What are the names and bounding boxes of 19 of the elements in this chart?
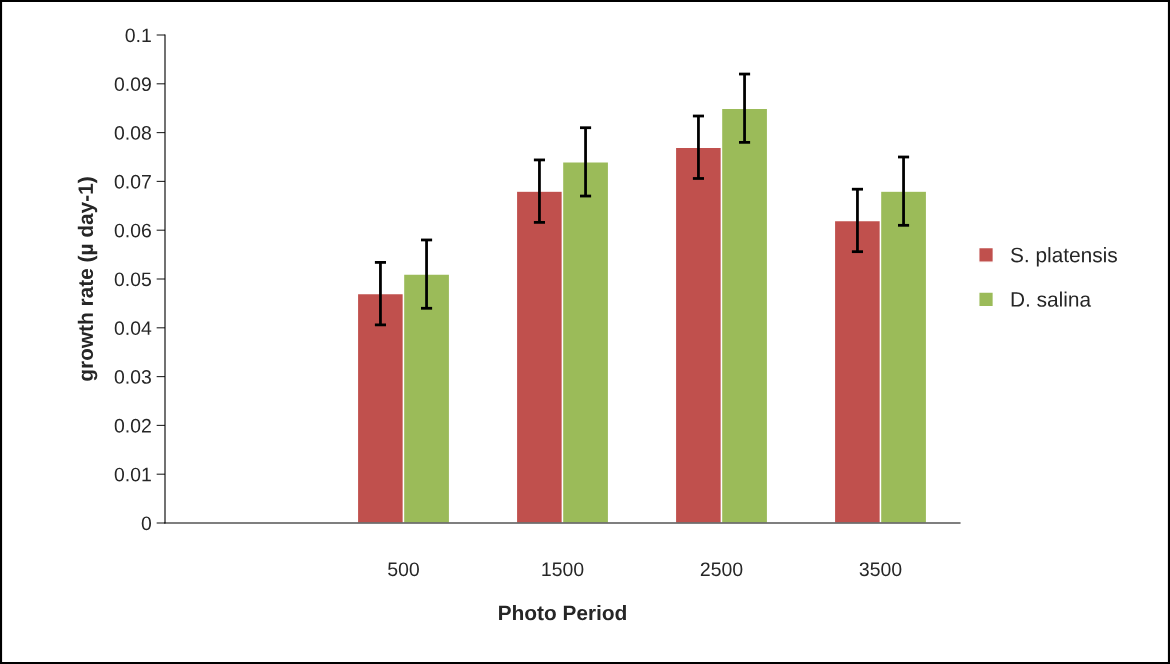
x-axis-title: Photo Period bbox=[499, 605, 626, 621]
x-tick-label: 500 bbox=[388, 562, 419, 577]
x-tick-label: 3500 bbox=[859, 562, 902, 577]
legend-label: D. salina bbox=[1011, 291, 1092, 307]
y-tick-label: 0.08 bbox=[114, 126, 151, 140]
y-tick-label: 0.01 bbox=[114, 467, 151, 482]
y-tick-label: 0.09 bbox=[114, 77, 151, 92]
y-tick-label: 0.06 bbox=[114, 223, 151, 238]
y-tick-label: 0.05 bbox=[114, 272, 151, 287]
legend-label: S. platensis bbox=[1010, 247, 1117, 267]
y-tick-label: 0.07 bbox=[114, 174, 151, 189]
y-tick-label: 0.1 bbox=[125, 28, 151, 43]
x-tick-label: 1500 bbox=[542, 562, 584, 577]
y-axis-title: growth rate (µ day-1) bbox=[77, 177, 98, 381]
y-tick-label: 0.02 bbox=[114, 418, 151, 433]
y-tick-label: 0.03 bbox=[114, 370, 151, 384]
y-tick-label: 0.04 bbox=[114, 321, 152, 336]
y-tick-label: 0 bbox=[141, 516, 152, 531]
x-tick-label: 2500 bbox=[700, 562, 743, 577]
